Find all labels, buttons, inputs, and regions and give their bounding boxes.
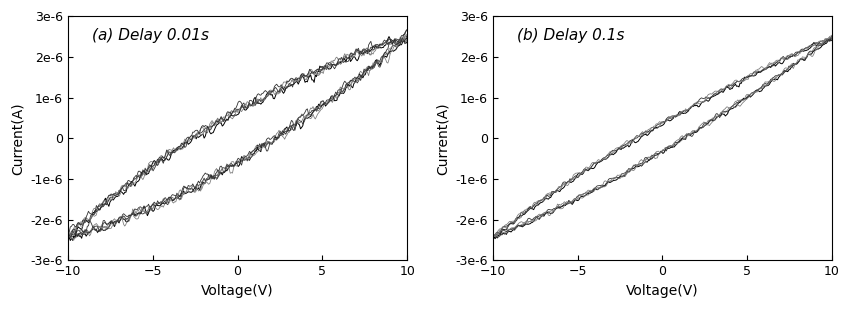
Y-axis label: Current(A): Current(A) [11,102,26,175]
Text: (a) Delay 0.01s: (a) Delay 0.01s [92,28,208,43]
Text: (b) Delay 0.1s: (b) Delay 0.1s [517,28,624,43]
X-axis label: Voltage(V): Voltage(V) [202,284,274,298]
Y-axis label: Current(A): Current(A) [436,102,450,175]
X-axis label: Voltage(V): Voltage(V) [626,284,699,298]
